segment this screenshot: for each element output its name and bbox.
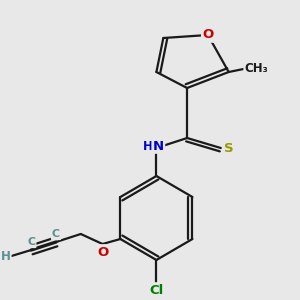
Text: S: S — [224, 142, 233, 154]
Text: O: O — [97, 245, 108, 259]
Text: CH₃: CH₃ — [244, 61, 268, 74]
Text: C: C — [52, 229, 60, 239]
Text: H: H — [1, 250, 10, 262]
Text: O: O — [202, 28, 214, 41]
Text: N: N — [153, 140, 164, 152]
Text: C: C — [27, 237, 35, 247]
Text: Cl: Cl — [149, 284, 164, 296]
Text: H: H — [142, 140, 152, 152]
